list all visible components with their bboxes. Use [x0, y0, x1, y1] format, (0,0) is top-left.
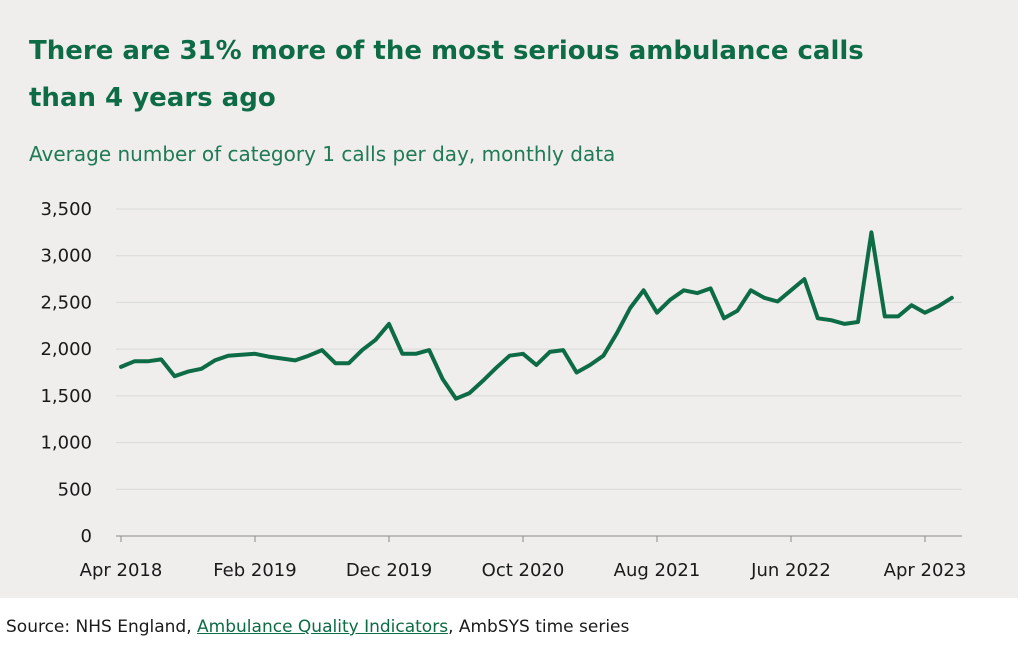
x-tick-label: Aug 2021: [614, 560, 701, 581]
y-tick-label: 0: [81, 526, 92, 547]
series-line: [119, 230, 954, 401]
source-suffix: , AmbSYS time series: [448, 617, 630, 637]
source-prefix: Source: NHS England,: [6, 617, 198, 637]
x-tick-label: Oct 2020: [482, 560, 565, 581]
x-tick-label: Jun 2022: [750, 560, 831, 581]
y-tick-label: 3,000: [40, 246, 92, 267]
y-tick-label: 2,500: [40, 292, 92, 313]
gridlines: [116, 208, 962, 537]
y-tick-label: 2,000: [40, 339, 92, 360]
x-tick-label: Dec 2019: [346, 560, 432, 581]
source-link[interactable]: Ambulance Quality Indicators: [197, 617, 449, 637]
y-tick-label: 3,500: [40, 199, 92, 220]
y-axis: 0 500 1,000 1,500 2,000 2,500 3,000 3,500: [40, 199, 92, 547]
chart-panel: [0, 0, 1018, 598]
x-tick-label: Apr 2018: [80, 560, 163, 581]
chart-title: There are 31% more of the most serious a…: [29, 36, 864, 113]
plot-area: [119, 230, 954, 401]
chart-subtitle: Average number of category 1 calls per d…: [29, 142, 616, 166]
y-tick-label: 1,000: [40, 433, 92, 454]
line-chart: 0 500 1,000 1,500 2,000 2,500 3,000 3,500 Apr 2…: [40, 199, 967, 581]
source-note: Source: NHS England, Ambulance Quality I…: [6, 615, 629, 639]
x-tick-label: Apr 2023: [884, 560, 967, 581]
x-axis: Apr 2018 Feb 2019 Dec 2019 Oct 2020 Aug 2021…: [80, 536, 967, 581]
y-tick-label: 1,500: [40, 386, 92, 407]
y-tick-label: 500: [58, 479, 92, 500]
x-tick-label: Feb 2019: [213, 560, 296, 581]
